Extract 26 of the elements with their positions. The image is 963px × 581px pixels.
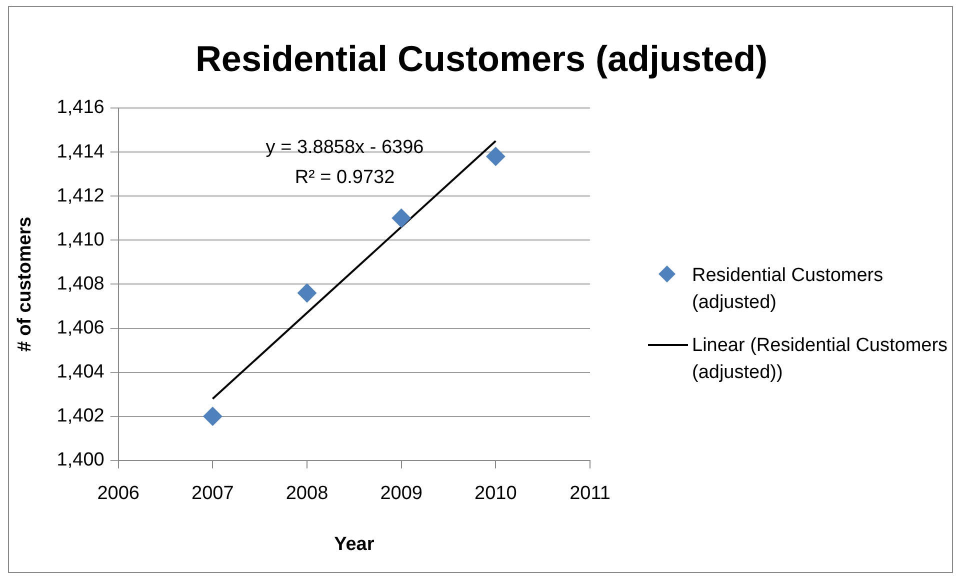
y-tick-label: 1,400 <box>56 450 104 471</box>
x-tick-label: 2010 <box>474 483 517 504</box>
x-tick-label: 2011 <box>570 483 610 504</box>
x-axis-title: Year <box>334 534 375 555</box>
chart-title: Residential Customers (adjusted) <box>194 38 769 80</box>
y-tick-label: 1,406 <box>56 317 104 338</box>
y-tick-label: 1,410 <box>56 229 104 250</box>
annotation: R² = 0.9732 <box>294 167 395 188</box>
x-tick-label: 2007 <box>192 483 234 504</box>
y-tick-label: 1,404 <box>56 362 105 383</box>
annotation: y = 3.8858x - 6396 <box>266 137 424 158</box>
point <box>392 208 411 228</box>
y-tick-label: 1,412 <box>56 185 104 206</box>
y-tick-label: 1,414 <box>56 141 105 162</box>
y-tick-label: 1,416 <box>56 97 104 118</box>
y-axis-title: # of customers <box>14 216 36 352</box>
point <box>203 406 222 426</box>
legend-label: Linear (Residential Customers (adjusted)) <box>692 334 948 385</box>
x-tick-label: 2006 <box>97 483 140 504</box>
legend-label: Residential Customers (adjusted) <box>692 264 884 315</box>
y-tick-label: 1,408 <box>56 273 104 294</box>
x-tick-label: 2009 <box>380 483 422 504</box>
point <box>486 146 506 166</box>
x-tick-label: 2008 <box>286 483 328 504</box>
y-tick-label: 1,402 <box>56 406 104 427</box>
point <box>298 284 317 303</box>
